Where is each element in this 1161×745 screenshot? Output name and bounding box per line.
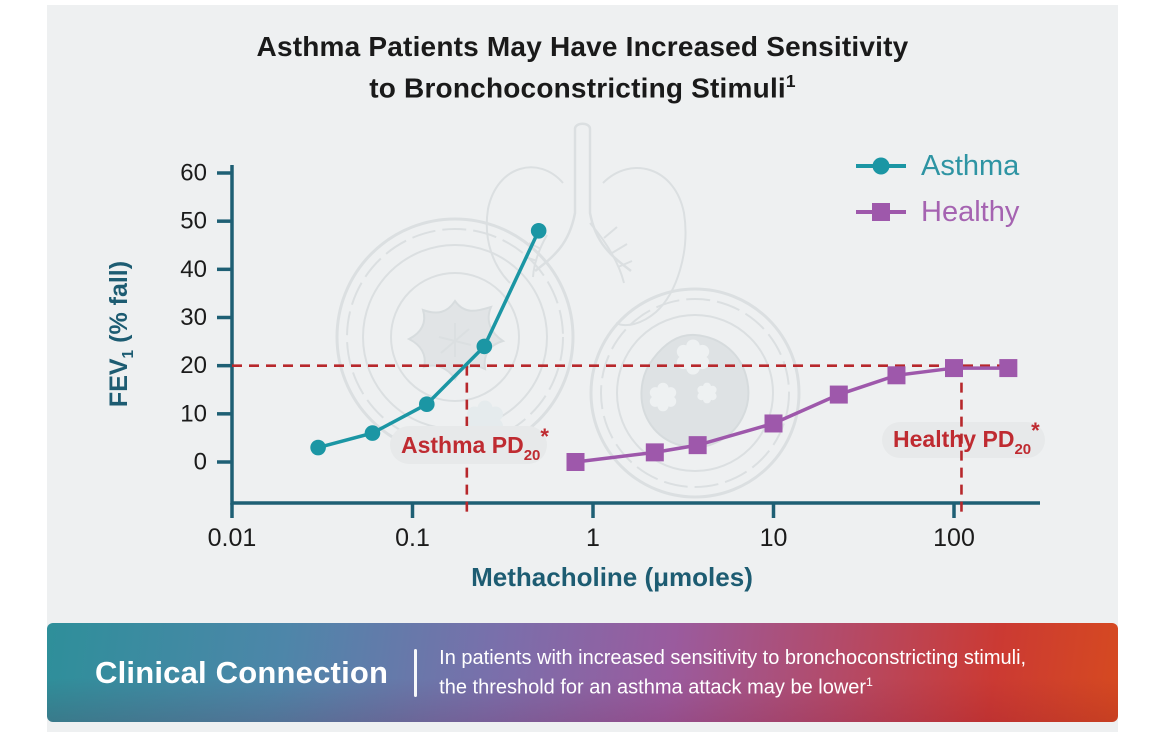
lungs-watermark-illustration [335, 122, 801, 499]
asthma-pd20-label: Asthma PD20* [401, 424, 549, 464]
chart-title-line2: to Bronchoconstricting Stimuli1 [369, 71, 796, 104]
title-reference-mark: 1 [785, 71, 796, 91]
healthy-data-point [764, 414, 783, 433]
banner-heading: Clinical Connection [95, 654, 389, 690]
x-tick-label: 1 [586, 524, 600, 552]
healthy-data-point [887, 366, 906, 385]
banner-message-line2: the threshold for an asthma attack may b… [439, 674, 873, 699]
asthma-line-marker-icon [856, 157, 906, 175]
healthy-data-point [645, 443, 664, 462]
chart-axes: 0 10 20 30 40 50 60 0.01 0.1 1 10 100 [180, 159, 1040, 552]
legend-item-asthma: Asthma [855, 143, 1019, 189]
asthma-data-point [418, 396, 435, 412]
banner-reference-mark: 1 [866, 674, 873, 689]
y-axis-label: FEV1 (% fall) [105, 260, 137, 408]
asthma-pd20-label-background [390, 426, 547, 464]
x-tick-label: 10 [760, 524, 788, 552]
slide-panel: 0 10 20 30 40 50 60 0.01 0.1 1 10 100 Asthma PD20* H… [47, 5, 1118, 732]
asthma-data-point [476, 338, 493, 355]
asthma-data-point [530, 222, 547, 239]
healthy-data-point [945, 359, 963, 378]
y-tick-label: 60 [180, 159, 207, 186]
legend-label-asthma: Asthma [921, 149, 1020, 182]
healthy-line-marker-icon [856, 203, 906, 221]
x-tick-label: 0.01 [208, 524, 257, 552]
clinical-connection-banner: Clinical Connection In patients with inc… [47, 623, 1118, 722]
y-tick-label: 10 [180, 400, 207, 427]
y-tick-label: 20 [180, 352, 207, 379]
y-tick-label: 50 [180, 208, 207, 235]
data-series [310, 222, 1018, 471]
chart-title-line1: Asthma Patients May Have Increased Sensi… [256, 31, 909, 62]
y-tick-label: 30 [180, 304, 207, 331]
banner-divider [414, 648, 418, 697]
banner-message-line1: In patients with increased sensitivity t… [439, 646, 1027, 669]
healthy-data-point [688, 436, 707, 455]
asthma-data-point [364, 425, 381, 441]
healthy-data-point [999, 359, 1018, 378]
healthy-pd20-label: Healthy PD20* [893, 418, 1040, 458]
legend-item-healthy: Healthy [855, 189, 1019, 235]
x-tick-label: 100 [933, 524, 975, 552]
x-tick-label: 0.1 [395, 524, 430, 552]
healthy-data-point [566, 453, 585, 471]
healthy-data-point [829, 385, 848, 404]
banner-message: In patients with increased sensitivity t… [439, 646, 1026, 700]
x-axis-label: Methacholine (μmoles) [471, 562, 753, 592]
chart-legend: Asthma Healthy [855, 143, 1019, 235]
y-tick-label: 40 [180, 256, 207, 283]
pd20-annotations: Asthma PD20* Healthy PD20* [232, 364, 1045, 517]
asthma-data-point [310, 439, 326, 456]
y-tick-label: 0 [194, 449, 207, 476]
chart-canvas: 0 10 20 30 40 50 60 0.01 0.1 1 10 100 Asthma PD20* H… [180, 122, 1045, 552]
legend-label-healthy: Healthy [921, 195, 1020, 228]
chart-title: Asthma Patients May Have Increased Sensi… [47, 29, 1118, 105]
healthy-pd20-label-background [882, 422, 1045, 458]
